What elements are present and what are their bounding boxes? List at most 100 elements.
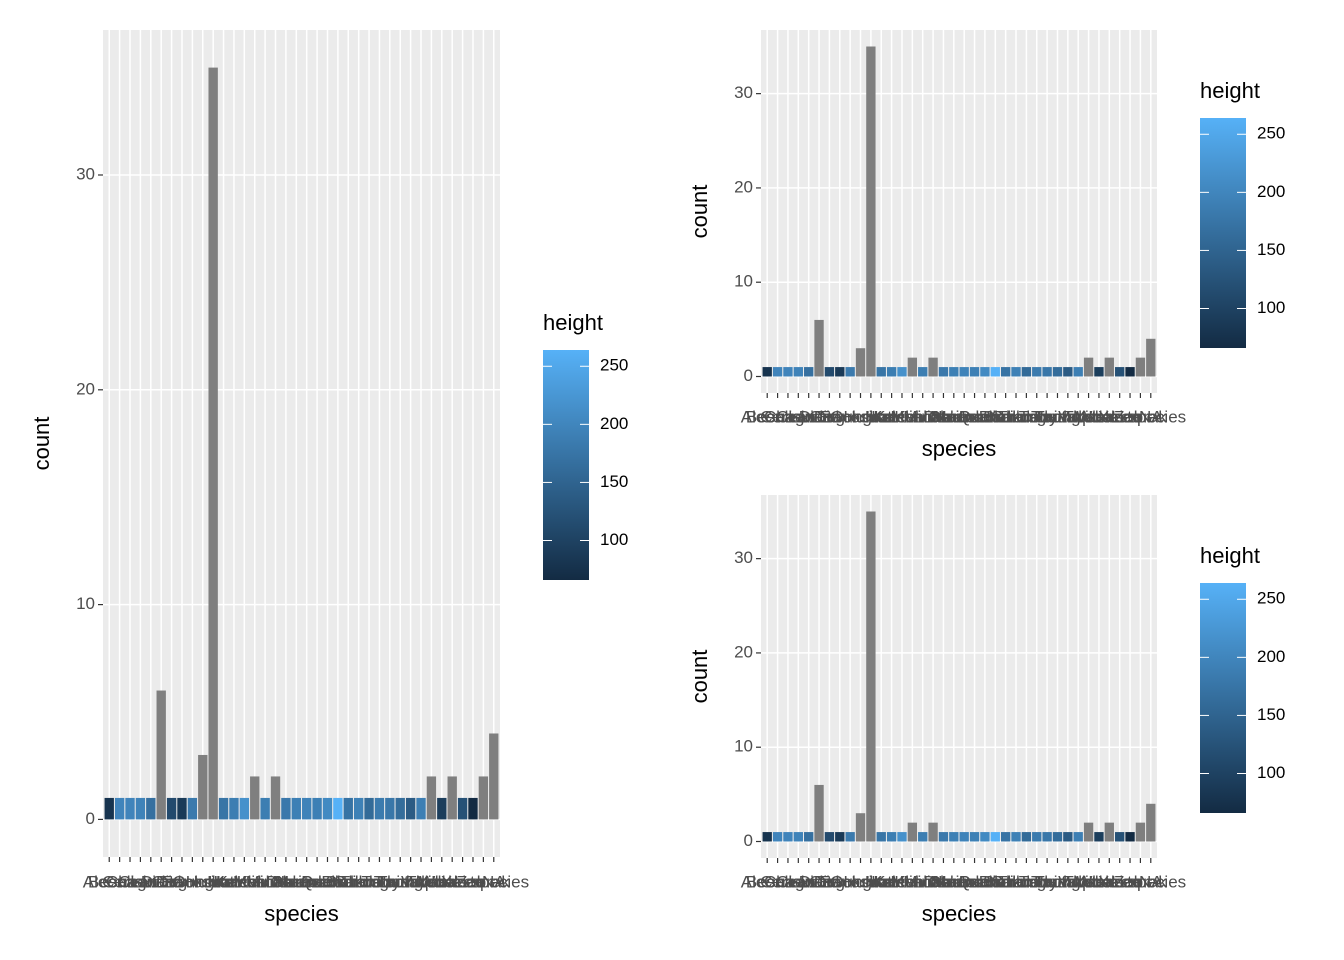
- x-tick-label: Vulptereen: [1058, 407, 1140, 426]
- x-tick-label: Mon Calamari: [233, 872, 339, 891]
- bar: [845, 832, 855, 842]
- x-tick-label: Dug: [814, 407, 845, 426]
- bar: [793, 832, 803, 842]
- legend-label: 200: [1257, 182, 1285, 201]
- x-tick-label: Kaleesh: [214, 872, 275, 891]
- x-tick-label: Neimodian: [934, 872, 1015, 891]
- x-tick-label: Yoda's species: [1074, 407, 1186, 426]
- x-tick-label: Sullustan: [991, 407, 1061, 426]
- x-tick-label: Toong: [1034, 872, 1080, 891]
- y-tick-label: 0: [744, 831, 753, 850]
- bar: [250, 776, 260, 820]
- x-tick-label: Yoda's species: [417, 872, 529, 891]
- x-axis-title: species: [922, 901, 997, 926]
- x-tick-label: NA: [482, 872, 506, 891]
- bar: [478, 776, 489, 820]
- y-tick-label: 0: [86, 809, 95, 828]
- x-tick-label: NA: [1139, 407, 1163, 426]
- bar: [876, 367, 886, 377]
- x-tick-label: Kel Dor: [237, 872, 294, 891]
- bar: [772, 367, 783, 377]
- y-tick-label: 10: [76, 594, 95, 613]
- bar: [1104, 822, 1114, 842]
- bar: [897, 367, 907, 377]
- x-tick-label: Toong: [1034, 407, 1080, 426]
- bar: [835, 832, 845, 842]
- colorbar: [1200, 118, 1246, 348]
- x-tick-label: Gungan: [173, 872, 234, 891]
- bar: [938, 832, 949, 842]
- x-tick-label: Neimodian: [934, 407, 1015, 426]
- bar: [208, 67, 218, 820]
- bar: [364, 797, 374, 820]
- bar: [1021, 832, 1032, 842]
- legend-label: 200: [1257, 647, 1285, 666]
- bar: [239, 797, 250, 820]
- x-tick-label: Mon Calamari: [891, 872, 997, 891]
- bar: [855, 813, 866, 842]
- x-tick-label: Tholothian: [997, 872, 1076, 891]
- bar: [1052, 832, 1063, 842]
- x-tick-label: Zabrak: [1114, 872, 1167, 891]
- bar: [1104, 357, 1114, 377]
- x-tick-label: Gungan: [830, 407, 891, 426]
- x-tick-label: Pau'an: [959, 872, 1011, 891]
- x-tick-label: Iktotchi: [865, 872, 919, 891]
- bar: [343, 797, 353, 820]
- x-tick-label: Nautolan: [930, 872, 998, 891]
- bar: [333, 797, 343, 820]
- x-tick-label: Mirialan: [246, 872, 306, 891]
- x-tick-label: Vulptereen: [1058, 872, 1140, 891]
- legend-label: 100: [600, 530, 628, 549]
- y-tick-label: 10: [734, 272, 753, 291]
- bar: [156, 690, 166, 820]
- x-tick-label: Chagrian: [764, 872, 833, 891]
- x-tick-label: Yoda's species: [1074, 872, 1186, 891]
- bar: [260, 797, 270, 820]
- x-tick-label: Human: [843, 872, 898, 891]
- x-tick-label: Quermian: [958, 872, 1033, 891]
- bar: [1094, 832, 1104, 842]
- bar: [322, 797, 333, 820]
- bar: [907, 357, 918, 377]
- x-tick-label: Aleena: [83, 872, 136, 891]
- bar: [835, 367, 845, 377]
- bar: [426, 776, 437, 820]
- x-tick-label: Muun: [933, 872, 976, 891]
- bar: [804, 367, 814, 377]
- bar: [990, 832, 1000, 842]
- bar: [177, 797, 187, 820]
- bar: [1073, 832, 1083, 842]
- legend-label: 100: [1257, 298, 1285, 317]
- bar: [1011, 832, 1021, 842]
- x-tick-label: Xexto: [1098, 872, 1141, 891]
- bar: [1000, 832, 1011, 842]
- x-tick-label: Aleena: [741, 872, 794, 891]
- x-tick-label: Chagrian: [106, 872, 175, 891]
- bar: [187, 797, 198, 820]
- legend-title: height: [1200, 543, 1260, 568]
- x-tick-label: Kel Dor: [894, 872, 951, 891]
- bar: [125, 797, 135, 820]
- x-tick-label: Sullustan: [991, 872, 1061, 891]
- bar: [824, 832, 835, 842]
- bar: [198, 754, 208, 820]
- x-tick-label: Iktotchi: [207, 872, 261, 891]
- bar: [374, 797, 385, 820]
- bar: [959, 367, 969, 377]
- x-tick-label: Xexto: [1098, 407, 1141, 426]
- bar: [783, 367, 793, 377]
- x-tick-label: Trandoshan: [1033, 407, 1123, 426]
- x-tick-label: Tholothian: [997, 407, 1076, 426]
- x-tick-label: Twi'lek: [1063, 872, 1114, 891]
- x-tick-label: Iktotchi: [865, 407, 919, 426]
- x-tick-label: Nautolan: [930, 407, 998, 426]
- legend-label: 100: [1257, 763, 1285, 782]
- bar: [918, 367, 928, 377]
- x-tick-label: Cerean: [760, 407, 816, 426]
- y-tick-label: 30: [734, 548, 753, 567]
- bar: [395, 797, 405, 820]
- bar: [405, 797, 416, 820]
- bar: [959, 832, 969, 842]
- bar: [1011, 367, 1021, 377]
